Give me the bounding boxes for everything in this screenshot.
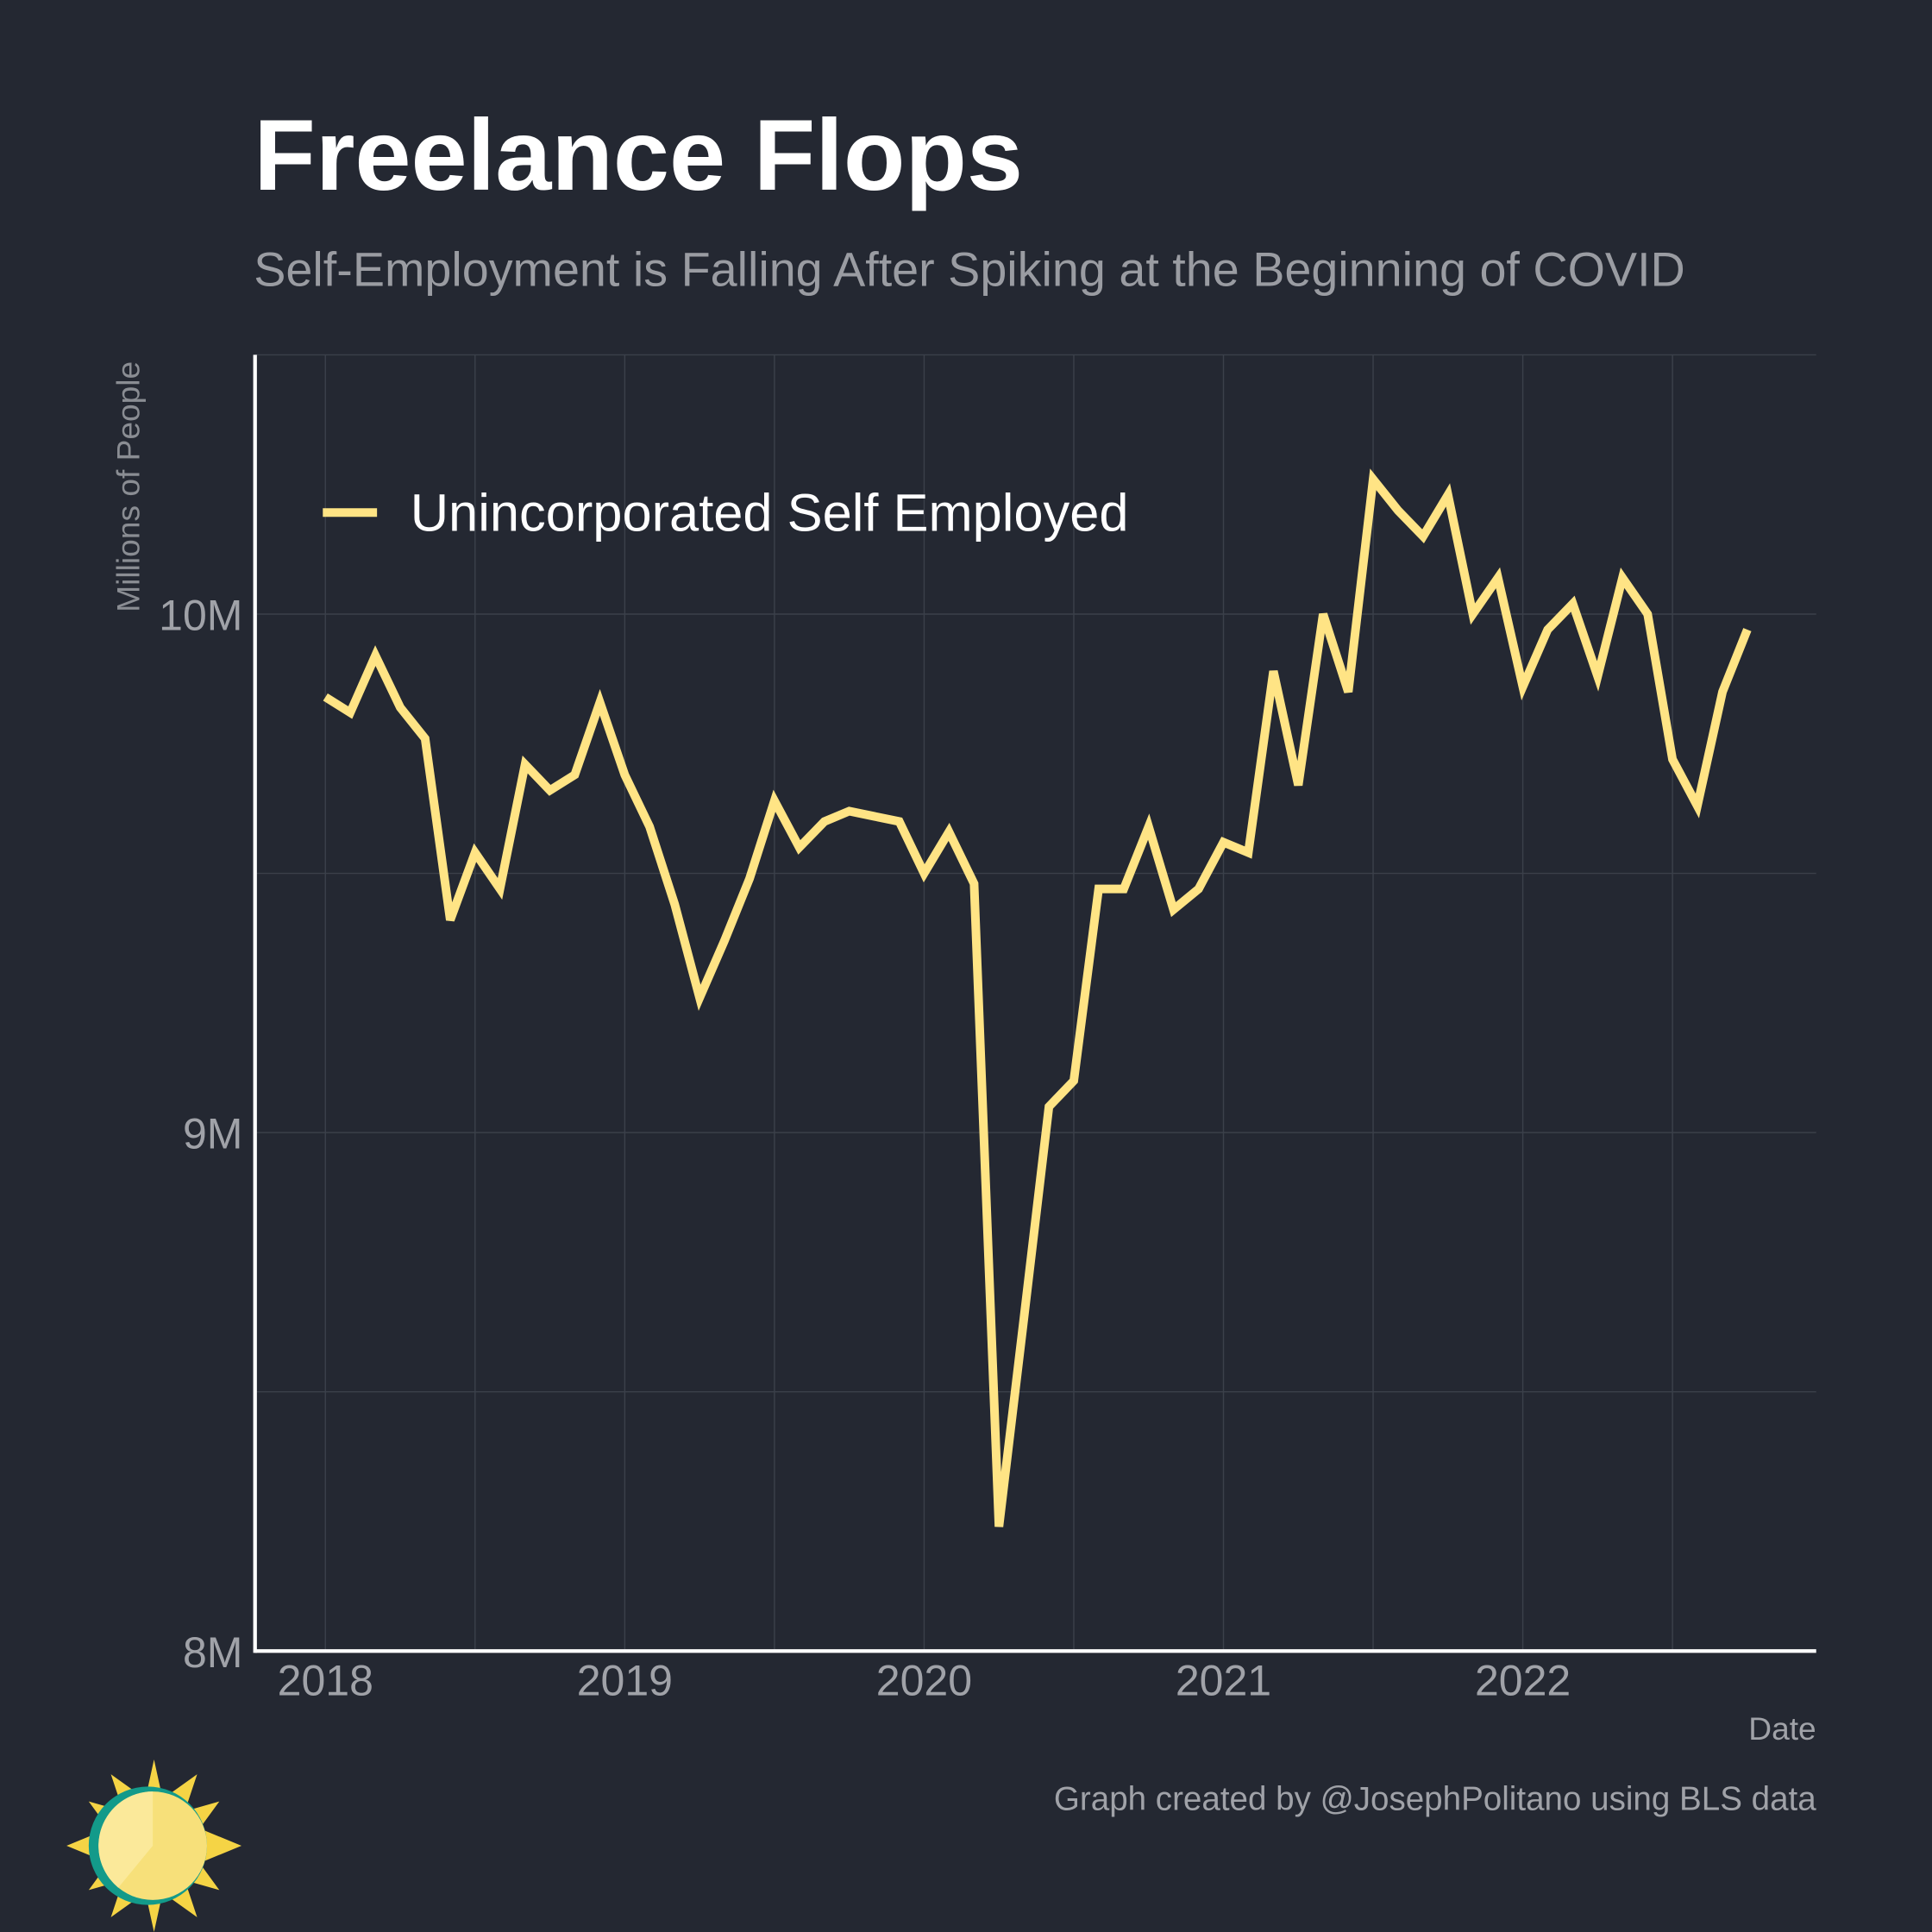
- y-tick-label: 9M: [183, 1110, 242, 1158]
- logo: [66, 1760, 242, 1932]
- x-tick-label: 2019: [577, 1657, 673, 1705]
- x-tick-label: 2021: [1176, 1657, 1271, 1705]
- y-tick-label: 10M: [159, 592, 242, 640]
- legend-label: Unincorporated Self Employed: [411, 484, 1129, 543]
- chart-title: Freelance Flops: [254, 98, 1023, 211]
- data-line: [323, 468, 1752, 1527]
- y-axis-label: Millions of People: [110, 361, 146, 612]
- x-axis-label: Date: [1748, 1710, 1816, 1747]
- plot-area: 8M 9M 10M 2018 2019 2020 2021 2022 Unincorporate…: [159, 354, 1816, 1705]
- y-tick-label: 8M: [183, 1628, 242, 1677]
- x-tick-label: 2020: [876, 1657, 972, 1705]
- x-tick-label: 2018: [278, 1657, 373, 1705]
- chart-subtitle: Self-Employment is Falling After Spiking…: [254, 242, 1685, 296]
- caption: Graph created by @JosephPolitano using B…: [1054, 1781, 1816, 1818]
- x-tick-label: 2022: [1475, 1657, 1571, 1705]
